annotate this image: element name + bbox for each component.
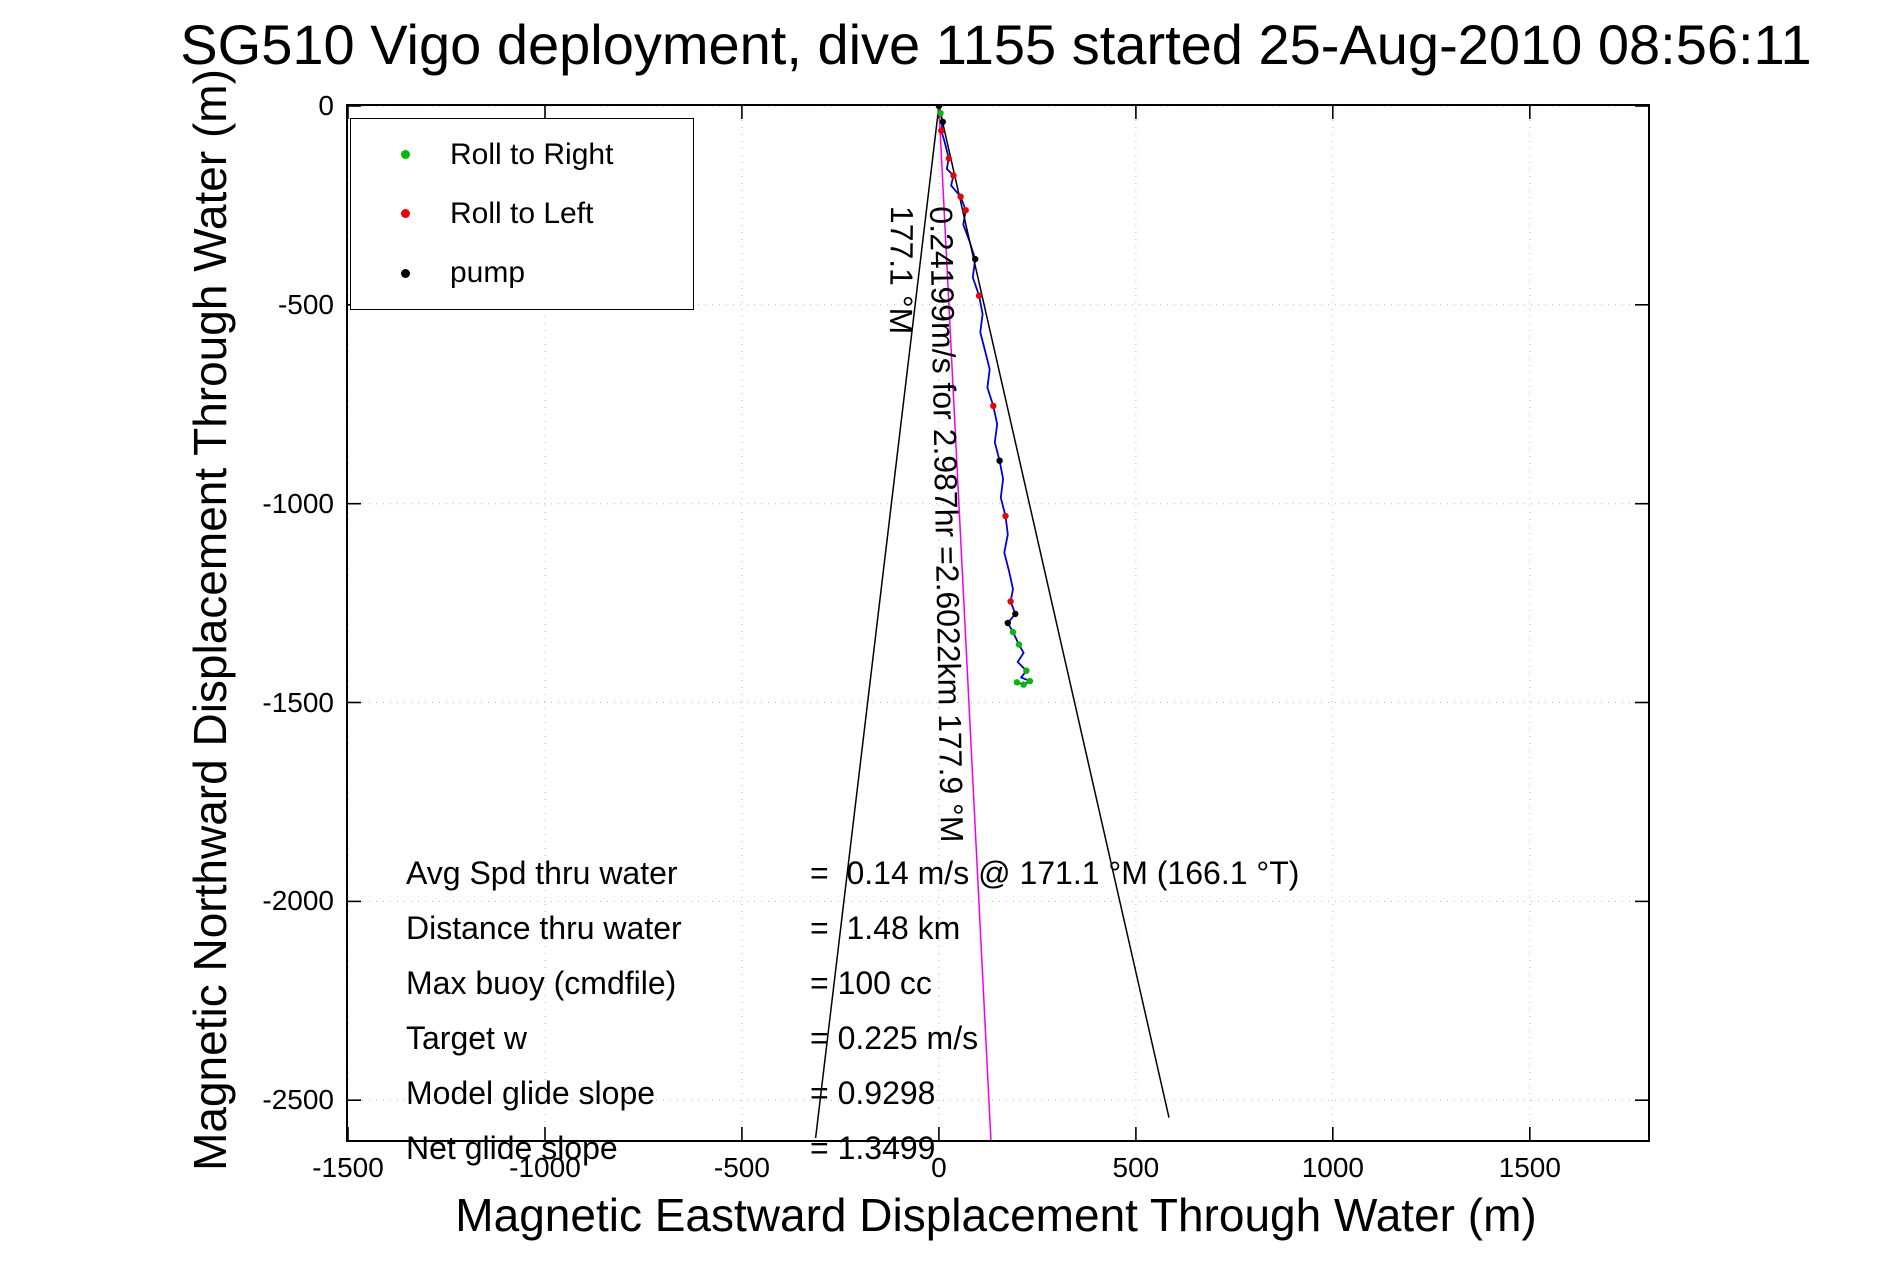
legend-label-roll-left: Roll to Left	[450, 196, 594, 230]
stats-row: Model glide slope = 0.9298	[406, 1066, 1299, 1121]
stats-value: = 100 cc	[810, 965, 932, 1001]
stats-row: Target w = 0.225 m/s	[406, 1011, 1299, 1066]
legend-item-pump: pump	[351, 256, 693, 290]
stats-row: Net glide slope = 1.3499	[406, 1121, 1299, 1176]
stats-label: Distance thru water	[406, 910, 682, 946]
y-tick-label: -1000	[262, 487, 334, 519]
stats-value: = 1.3499	[810, 1130, 936, 1166]
roll-left-marker-icon	[401, 209, 410, 219]
x-tick-label: 0	[931, 1152, 947, 1183]
stats-label: Max buoy (cmdfile)	[406, 965, 677, 1001]
stats-label: Model glide slope	[406, 1075, 656, 1111]
legend: Roll to Right Roll to Left pump	[350, 118, 694, 310]
y-tick-label: -2000	[262, 885, 334, 917]
x-tick-label: -1000	[509, 1152, 581, 1183]
y-tick-label: 0	[318, 90, 334, 121]
stats-label: Target w	[406, 1020, 527, 1056]
stats-value: = 0.9298	[810, 1075, 936, 1111]
x-tick-label: -500	[713, 1152, 770, 1183]
stats-block: Avg Spd thru water = 0.14 m/s @ 171.1 °M …	[406, 846, 1299, 1176]
legend-item-roll-right: Roll to Right	[351, 138, 693, 172]
stats-label: Net glide slope	[406, 1130, 618, 1166]
legend-label-roll-right: Roll to Right	[450, 137, 614, 171]
y-tick-label: -1500	[262, 686, 334, 718]
legend-label-pump: pump	[450, 256, 526, 290]
pump-marker-icon	[401, 268, 410, 278]
stats-row: Distance thru water = 1.48 km	[406, 901, 1299, 956]
x-axis-label: Magnetic Eastward Displacement Through W…	[455, 1189, 1537, 1241]
stats-value: = 0.225 m/s	[810, 1020, 979, 1056]
stats-row: Avg Spd thru water = 0.14 m/s @ 171.1 °M …	[406, 846, 1299, 901]
roll-right-marker-icon	[401, 150, 410, 160]
x-tick-label: 500	[1112, 1152, 1160, 1183]
stats-row: Max buoy (cmdfile) = 100 cc	[406, 956, 1299, 1011]
desired-heading-annotation: 177.1 °M	[882, 205, 920, 335]
stats-value: = 1.48 km	[810, 910, 961, 946]
legend-item-roll-left: Roll to Left	[351, 197, 693, 231]
y-axis-label: Magnetic Northward Displacement Through …	[184, 69, 236, 1171]
y-tick-label: -2500	[262, 1084, 334, 1116]
x-tick-label: -1500	[312, 1152, 384, 1183]
stats-value: = 0.14 m/s @ 171.1 °M (166.1 °T)	[810, 855, 1300, 891]
x-tick-label: 1500	[1498, 1152, 1561, 1183]
stats-label: Avg Spd thru water	[406, 855, 678, 891]
x-tick-label: 1000	[1301, 1152, 1364, 1183]
plot-area: Roll to Right Roll to Left pump 0.24199m…	[262, 90, 1650, 1183]
plot-canvas	[348, 106, 1648, 1140]
y-tick-label: -500	[277, 288, 334, 320]
chart-title: SG510 Vigo deployment, dive 1155 started…	[180, 13, 1812, 76]
